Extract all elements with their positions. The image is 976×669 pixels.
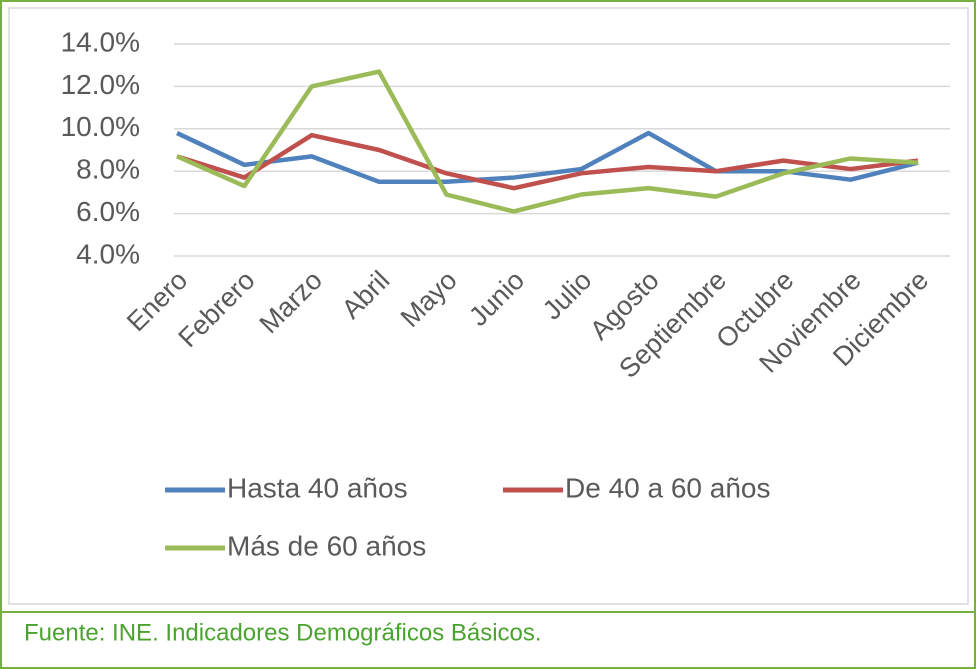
- y-tick-label: 4.0%: [76, 238, 140, 269]
- legend-label: Más de 60 años: [227, 530, 426, 561]
- series-line: [176, 132, 919, 191]
- chart-border: [8, 7, 969, 605]
- legend-label: Hasta 40 años: [227, 472, 408, 503]
- source-text: Fuente: INE. Indicadores Demográficos Bá…: [24, 619, 542, 646]
- y-tick-label: 12.0%: [61, 69, 140, 100]
- y-tick-label: 8.0%: [76, 154, 140, 185]
- y-tick-label: 10.0%: [61, 111, 140, 142]
- y-tick-label: 6.0%: [76, 196, 140, 227]
- legend-label: De 40 a 60 años: [565, 472, 771, 503]
- series-line: [176, 69, 919, 214]
- y-tick-label: 14.0%: [61, 26, 140, 57]
